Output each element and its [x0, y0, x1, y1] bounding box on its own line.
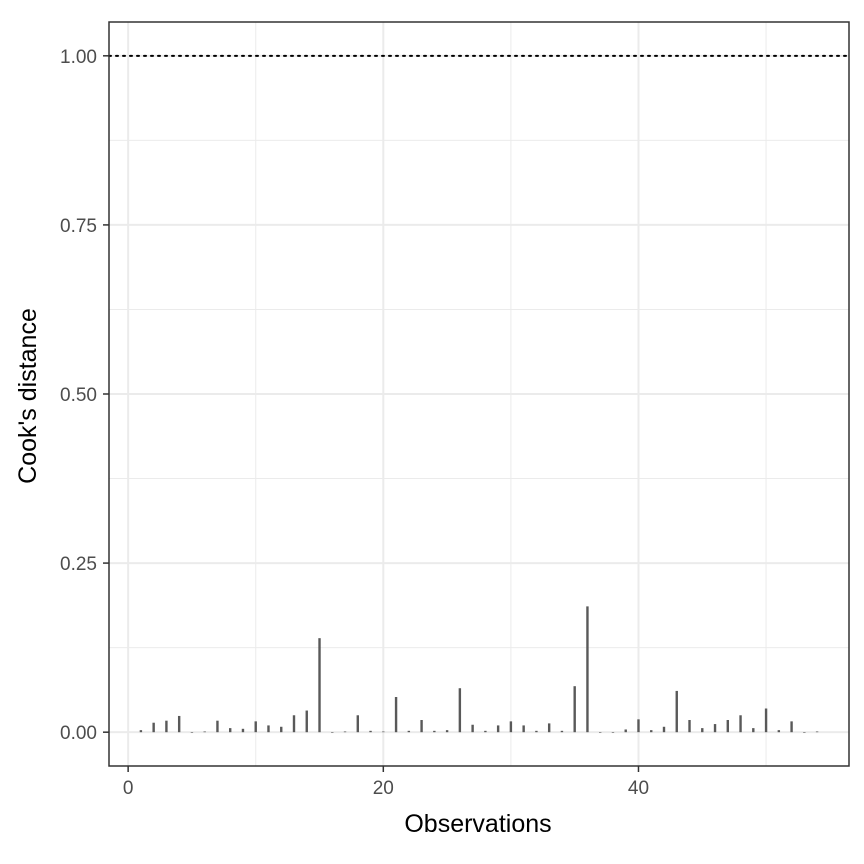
x-tick-label: 0 [123, 778, 134, 799]
bar-observation-42 [662, 726, 666, 733]
bar-observation-48 [739, 715, 742, 733]
bar-layer [139, 606, 819, 733]
grid-layer [109, 22, 849, 766]
bar-observation-41 [650, 730, 653, 733]
bar-observation-17 [343, 731, 347, 733]
y-tick-label: 0.75 [60, 216, 97, 237]
bar-observation-43 [675, 690, 678, 733]
x-tick-label: 40 [628, 778, 649, 799]
bar-observation-22 [407, 730, 411, 733]
bar-observation-32 [535, 730, 538, 733]
axis-layer: 0.00 0.25 0.50 0.75 1.00 0 20 40 [60, 47, 649, 799]
bar-observation-31 [522, 725, 525, 733]
bar-observation-19 [369, 730, 372, 733]
bar-observation-38 [611, 732, 615, 733]
bar-observation-35 [573, 686, 576, 733]
bar-observation-37 [599, 732, 602, 733]
bar-observation-25 [445, 730, 449, 733]
bar-observation-54 [815, 731, 819, 733]
bar-observation-23 [420, 720, 423, 733]
bar-observation-45 [701, 728, 704, 733]
y-tick-label: 1.00 [60, 47, 97, 68]
bar-observation-34 [560, 730, 564, 733]
bar-observation-27 [471, 724, 474, 733]
bar-observation-44 [688, 720, 691, 733]
bar-observation-49 [752, 728, 755, 733]
x-axis-title: Observations [404, 810, 551, 838]
bar-observation-12 [280, 726, 283, 733]
bar-observation-39 [624, 729, 627, 733]
bar-observation-53 [803, 732, 806, 733]
bar-observation-50 [764, 708, 768, 733]
bar-observation-15 [318, 638, 321, 733]
bar-observation-29 [496, 725, 500, 733]
bar-observation-10 [254, 721, 257, 733]
bar-observation-30 [509, 721, 513, 733]
bar-observation-28 [484, 730, 487, 733]
bar-observation-14 [305, 710, 308, 733]
bar-observation-18 [356, 715, 359, 733]
y-tick-label: 0.50 [60, 385, 97, 406]
bar-observation-13 [292, 715, 296, 733]
bar-observation-33 [547, 723, 551, 733]
bar-observation-16 [331, 732, 334, 733]
bar-observation-46 [713, 724, 717, 733]
y-tick-label: 0.00 [60, 723, 97, 744]
bar-observation-4 [177, 715, 181, 733]
y-axis-title: Cook's distance [14, 308, 42, 484]
bar-observation-2 [152, 722, 155, 733]
bar-observation-5 [190, 732, 194, 733]
bar-observation-11 [267, 725, 270, 733]
bar-observation-3 [165, 720, 168, 733]
bar-observation-7 [216, 720, 219, 733]
bar-observation-8 [229, 728, 232, 733]
bar-observation-9 [241, 728, 245, 733]
bar-observation-40 [637, 719, 640, 733]
bar-observation-36 [586, 606, 589, 733]
bar-observation-51 [777, 730, 781, 733]
bar-observation-24 [433, 730, 436, 733]
bar-observation-52 [790, 721, 793, 733]
bar-observation-20 [382, 731, 385, 733]
y-tick-label: 0.25 [60, 554, 97, 575]
bar-observation-21 [394, 697, 398, 733]
bar-observation-1 [139, 730, 143, 733]
x-tick-label: 20 [373, 778, 394, 799]
bar-observation-47 [726, 720, 729, 733]
bar-observation-26 [458, 688, 462, 733]
bar-observation-6 [203, 731, 206, 733]
